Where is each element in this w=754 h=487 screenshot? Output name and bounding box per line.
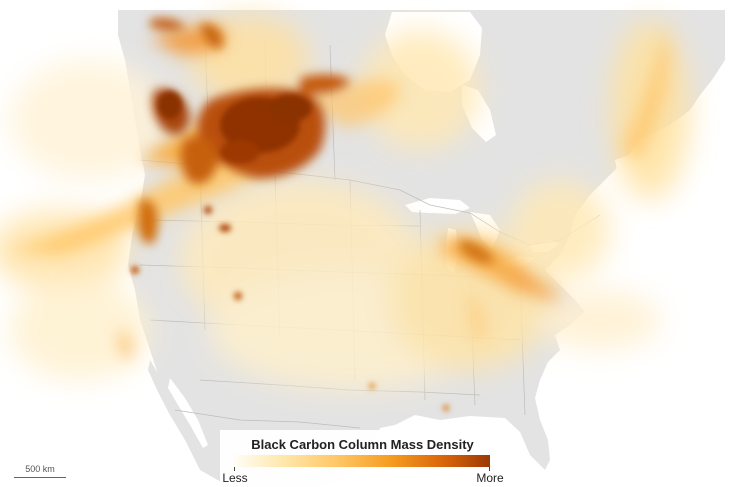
legend-tick-min	[234, 467, 235, 471]
legend-color-bar	[234, 455, 490, 467]
scale-bar-line	[14, 477, 66, 478]
scale-bar: 500 km	[12, 464, 68, 482]
scale-bar-label: 500 km	[25, 464, 55, 474]
legend-min-label: Less	[222, 471, 248, 485]
land-baja	[148, 360, 205, 462]
legend-max-label: More	[476, 471, 504, 485]
legend-tick-max	[489, 467, 490, 471]
legend: Black Carbon Column Mass Density Less Mo…	[220, 430, 505, 487]
gulf-of-california	[168, 378, 208, 448]
legend-title: Black Carbon Column Mass Density	[251, 437, 474, 452]
smoke-hotspots	[131, 91, 449, 411]
